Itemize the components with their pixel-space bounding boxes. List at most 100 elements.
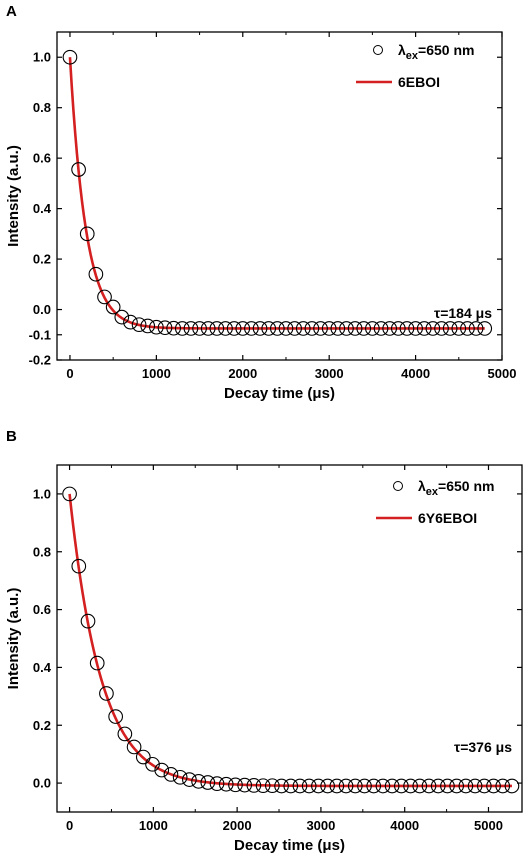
data-point bbox=[390, 321, 406, 336]
data-point bbox=[88, 266, 104, 282]
plot-frame bbox=[56, 31, 503, 361]
x-tick-label: 0 bbox=[66, 818, 73, 833]
legend-marker bbox=[373, 45, 383, 55]
legend-lambda: λ bbox=[398, 42, 406, 58]
data-point bbox=[412, 778, 428, 794]
x-tick-label: 2000 bbox=[228, 366, 257, 381]
legend-marker-label: λex=650 nm bbox=[398, 42, 474, 62]
x-tick-label: 3000 bbox=[315, 366, 344, 381]
y-tick-label: 0.8 bbox=[33, 544, 51, 559]
x-tick-label: 5000 bbox=[474, 818, 503, 833]
data-point bbox=[123, 314, 138, 330]
data-point bbox=[283, 778, 299, 794]
data-point bbox=[71, 162, 86, 177]
decay-chart-a: A 0 1000 2000 3000 4000 5000 -0.2 -0.1 0.0 0.2 0.4 0… bbox=[5, 3, 517, 402]
y-tick-label: 0.2 bbox=[33, 718, 51, 733]
data-point bbox=[105, 299, 121, 315]
x-tick-label: 3000 bbox=[306, 818, 335, 833]
data-point bbox=[301, 778, 317, 794]
data-point bbox=[261, 321, 277, 336]
data-point bbox=[366, 778, 382, 794]
y-tick-label: 1.0 bbox=[33, 50, 51, 65]
tau-annotation: τ=184 μs bbox=[434, 305, 492, 321]
x-axis-label: Decay time (μs) bbox=[224, 385, 335, 402]
data-point bbox=[338, 778, 354, 794]
data-point bbox=[357, 778, 372, 794]
y-tick-label: 0.6 bbox=[33, 602, 51, 617]
decay-chart-b: B 0 1000 2000 3000 4000 5000 0.0 0.2 0.4 0.6 0.8 1.0… bbox=[5, 428, 523, 854]
data-point bbox=[449, 778, 464, 794]
data-point bbox=[200, 321, 216, 336]
data-point bbox=[154, 762, 170, 778]
tau-annotation: τ=376 μs bbox=[454, 739, 512, 755]
data-point bbox=[274, 778, 289, 794]
data-point bbox=[375, 778, 391, 794]
x-tick-label: 1000 bbox=[139, 818, 168, 833]
data-point bbox=[62, 49, 78, 65]
x-tick-label: 0 bbox=[66, 366, 73, 381]
y-tick-label: 1.0 bbox=[33, 486, 51, 501]
y-axis-label: Intensity (a.u.) bbox=[5, 145, 22, 247]
data-point bbox=[295, 321, 311, 336]
data-point bbox=[117, 726, 133, 742]
data-point bbox=[145, 756, 160, 772]
chart-panel-b: B 0 1000 2000 3000 4000 5000 0.0 0.2 0.4 0.6 0.8 1.0… bbox=[0, 425, 529, 857]
x-tick-label: 5000 bbox=[488, 366, 517, 381]
y-tick-label: 0.0 bbox=[33, 776, 51, 791]
data-point bbox=[320, 778, 335, 794]
y-tick-label: 0.6 bbox=[33, 151, 51, 166]
data-point bbox=[278, 321, 294, 336]
data-point bbox=[264, 778, 280, 794]
data-point bbox=[451, 321, 467, 336]
data-point bbox=[252, 321, 268, 336]
data-point bbox=[476, 778, 492, 794]
data-point bbox=[269, 321, 285, 336]
y-tick-label: 0.8 bbox=[33, 100, 51, 115]
data-point bbox=[209, 321, 225, 336]
data-point bbox=[131, 317, 147, 333]
data-point bbox=[311, 778, 326, 794]
legend-wavelength: =650 nm bbox=[418, 42, 474, 58]
x-axis-label: Decay time (μs) bbox=[234, 837, 345, 854]
y-tick-label: -0.2 bbox=[29, 353, 51, 368]
data-point bbox=[172, 769, 188, 785]
data-point bbox=[235, 321, 251, 336]
data-point bbox=[79, 226, 95, 242]
panel-label: A bbox=[6, 3, 17, 20]
x-tick-label: 1000 bbox=[142, 366, 171, 381]
data-point bbox=[209, 776, 225, 792]
data-point bbox=[97, 289, 112, 305]
data-point bbox=[365, 321, 380, 336]
y-tick-label: 0.4 bbox=[33, 660, 52, 675]
data-point bbox=[458, 778, 474, 794]
data-point bbox=[486, 778, 501, 794]
data-point bbox=[292, 778, 308, 794]
data-point bbox=[126, 739, 142, 755]
y-tick-label: 0.2 bbox=[33, 252, 51, 267]
data-point bbox=[434, 321, 449, 336]
y-tick-label: -0.1 bbox=[29, 327, 51, 342]
data-point bbox=[425, 321, 441, 336]
data-point bbox=[416, 321, 432, 336]
fit-curve bbox=[68, 57, 485, 330]
fit-curve bbox=[68, 493, 512, 788]
data-point bbox=[218, 321, 233, 336]
data-point bbox=[183, 321, 199, 336]
data-point bbox=[182, 772, 197, 787]
data-point bbox=[460, 321, 475, 336]
data-point bbox=[382, 321, 398, 336]
data-point bbox=[244, 321, 259, 336]
data-point bbox=[356, 321, 372, 336]
legend-line-label: 6Y6EBOI bbox=[418, 510, 477, 526]
data-point bbox=[384, 778, 400, 794]
data-point bbox=[313, 321, 328, 336]
legend-subscript: ex bbox=[406, 50, 419, 62]
data-point bbox=[347, 321, 363, 336]
data-point bbox=[89, 655, 105, 671]
data-point bbox=[287, 321, 302, 336]
data-point bbox=[373, 321, 389, 336]
data-point bbox=[330, 321, 346, 336]
data-point bbox=[304, 321, 320, 336]
chart-panel-a: A 0 1000 2000 3000 4000 5000 -0.2 -0.1 0.0 0.2 0.4 0… bbox=[0, 0, 529, 420]
x-tick-label: 4000 bbox=[401, 366, 430, 381]
